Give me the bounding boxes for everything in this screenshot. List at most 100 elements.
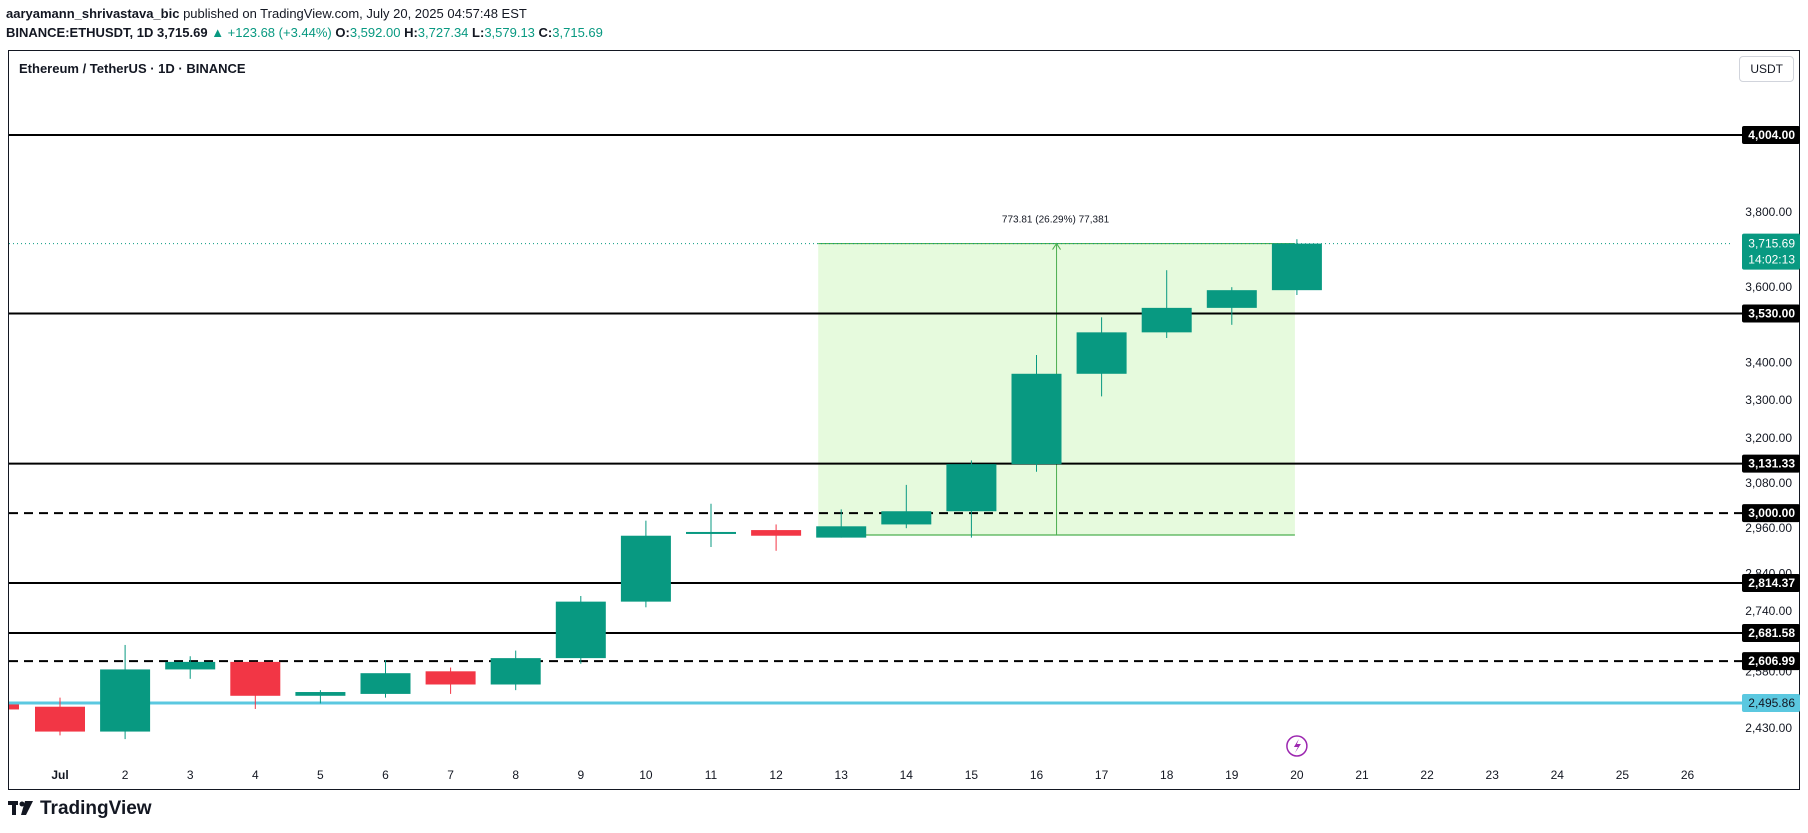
last-price-label: 3,715.69 — [1748, 237, 1795, 251]
high-value: 3,727.34 — [417, 25, 469, 40]
candle-body-8[interactable] — [490, 658, 541, 685]
candle-body-2[interactable] — [100, 669, 151, 732]
measure-label: 773.81 (26.29%) 77,381 — [1002, 215, 1110, 226]
x-tick-label: 4 — [252, 768, 259, 782]
last-price-box — [1742, 233, 1800, 270]
candle-body-15[interactable] — [946, 464, 997, 512]
high-label: H: — [404, 25, 418, 40]
symbol-label: BINANCE:ETHUSDT, 1D — [6, 25, 154, 40]
level-price-box-0 — [1742, 126, 1800, 144]
measure-arrow-head — [1052, 242, 1061, 250]
support-price-box — [1742, 694, 1800, 712]
y-tick-label: 3,200.00 — [1745, 431, 1792, 445]
level-price-label: 2,606.99 — [1748, 654, 1795, 668]
low-label: L: — [472, 25, 485, 40]
candle-body-18[interactable] — [1141, 307, 1192, 333]
published-text: published on TradingView.com, July 20, 2… — [183, 6, 527, 21]
chart-frame — [8, 50, 1800, 790]
x-tick-label: 11 — [705, 768, 718, 782]
candle-body-prev — [9, 704, 19, 710]
level-price-label: 2,814.37 — [1748, 576, 1795, 590]
chart-title: Ethereum / TetherUS · 1D · BINANCE — [17, 60, 248, 77]
x-tick-label: 9 — [577, 768, 584, 782]
candle-body-Jul[interactable] — [35, 706, 85, 732]
x-tick-label: 17 — [1095, 768, 1109, 782]
candle-body-4[interactable] — [230, 661, 281, 696]
y-tick-label: 2,430.00 — [1745, 721, 1792, 735]
candle-body-3[interactable] — [165, 661, 216, 670]
x-tick-label: 16 — [1030, 768, 1044, 782]
event-lightning-icon[interactable] — [1286, 735, 1308, 757]
y-tick-label: 3,300.00 — [1745, 393, 1792, 407]
x-tick-label: 23 — [1486, 768, 1500, 782]
candle-body-11[interactable] — [686, 531, 736, 534]
candle-body-7[interactable] — [425, 671, 476, 685]
level-price-box-2 — [1742, 454, 1800, 473]
candle-body-20[interactable] — [1271, 243, 1322, 291]
low-value: 3,579.13 — [484, 25, 535, 40]
candle-body-10[interactable] — [620, 535, 671, 602]
footer-branding: TradingView — [8, 798, 152, 820]
lightning-bolt-glyph — [1293, 739, 1301, 753]
open-value: 3,592.00 — [349, 25, 401, 40]
level-price-label: 3,131.33 — [1748, 457, 1795, 471]
level-price-label: 2,681.58 — [1748, 626, 1795, 640]
candle-body-16[interactable] — [1011, 373, 1062, 465]
candle-body-17[interactable] — [1076, 332, 1127, 374]
currency-button[interactable]: USDT — [1739, 56, 1794, 82]
symbol-quote-line: BINANCE:ETHUSDT, 1D 3,715.69 ▲ +123.68 (… — [6, 25, 603, 40]
y-tick-label: 3,400.00 — [1745, 355, 1792, 369]
open-label: O: — [335, 25, 350, 40]
x-tick-label: 20 — [1290, 768, 1304, 782]
author-name[interactable]: aaryamann_shrivastava_bic — [6, 6, 180, 21]
level-price-label: 4,004.00 — [1748, 128, 1795, 142]
level-price-box-5 — [1742, 624, 1800, 643]
candle-body-5[interactable] — [295, 692, 346, 696]
x-tick-label: 22 — [1420, 768, 1434, 782]
candle-body-19[interactable] — [1206, 290, 1257, 308]
tradingview-logo-icon — [8, 801, 33, 815]
x-tick-label: 13 — [835, 768, 849, 782]
level-price-box-3 — [1742, 504, 1800, 523]
x-tick-label: 25 — [1616, 768, 1630, 782]
x-tick-label: 24 — [1551, 768, 1565, 782]
x-tick-label: 15 — [965, 768, 979, 782]
level-price-label: 3,000.00 — [1748, 506, 1795, 520]
y-tick-label: 3,800.00 — [1745, 205, 1792, 219]
bar-countdown-label: 14:02:13 — [1748, 253, 1795, 267]
level-price-box-4 — [1742, 574, 1800, 593]
level-price-box-6 — [1742, 652, 1800, 671]
y-tick-label: 2,960.00 — [1745, 521, 1792, 535]
candle-body-6[interactable] — [360, 673, 411, 694]
last-price: 3,715.69 — [156, 25, 208, 40]
x-tick-label: 19 — [1225, 768, 1239, 782]
x-tick-label: 14 — [900, 768, 914, 782]
close-value: 3,715.69 — [552, 25, 603, 40]
x-tick-label: Jul — [51, 768, 68, 782]
price-change: ▲ +123.68 (+3.44%) — [211, 25, 332, 40]
y-tick-label: 2,740.00 — [1745, 604, 1792, 618]
candle-body-9[interactable] — [555, 601, 606, 659]
level-price-box-1 — [1742, 304, 1800, 323]
tradingview-wordmark: TradingView — [40, 798, 152, 819]
x-tick-label: 21 — [1355, 768, 1369, 782]
x-tick-label: 26 — [1681, 768, 1695, 782]
x-tick-label: 7 — [447, 768, 454, 782]
x-tick-label: 18 — [1160, 768, 1174, 782]
close-label: C: — [538, 25, 553, 40]
x-tick-label: 10 — [639, 768, 653, 782]
x-tick-label: 5 — [317, 768, 324, 782]
candle-body-14[interactable] — [881, 511, 932, 525]
x-tick-label: 3 — [187, 768, 194, 782]
x-tick-label: 8 — [512, 768, 519, 782]
candle-body-13[interactable] — [816, 526, 867, 538]
support-price-label: 2,495.86 — [1748, 696, 1795, 710]
publish-line: aaryamann_shrivastava_bic published on T… — [6, 6, 527, 21]
level-price-label: 3,530.00 — [1748, 307, 1795, 321]
x-tick-label: 12 — [769, 768, 783, 782]
y-tick-label: 3,080.00 — [1745, 476, 1792, 490]
x-tick-label: 6 — [382, 768, 389, 782]
candle-body-12[interactable] — [751, 530, 802, 536]
y-tick-label: 3,600.00 — [1745, 280, 1792, 294]
